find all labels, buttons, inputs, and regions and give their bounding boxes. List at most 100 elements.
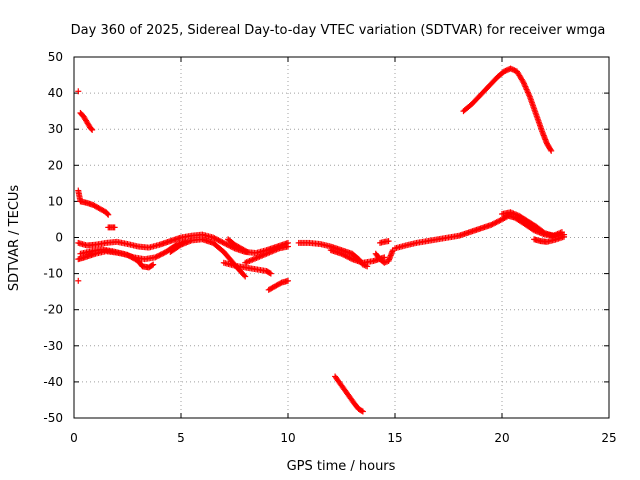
data-point <box>342 252 349 259</box>
series-arc-4 <box>75 277 82 284</box>
series-arc-3 <box>75 187 112 218</box>
series-arc-15 <box>327 247 388 266</box>
y-tick-label: -30 <box>43 339 63 353</box>
data-point <box>216 237 223 244</box>
plot-frame <box>73 56 610 419</box>
data-point <box>489 221 496 228</box>
x-tick-label: 15 <box>387 431 402 445</box>
data-point <box>385 238 392 245</box>
data-point <box>149 262 156 269</box>
data-point <box>494 218 501 225</box>
y-axis-label: SDTVAR / TECUs <box>7 185 22 292</box>
x-tick-label: 10 <box>280 431 295 445</box>
series-arc-21 <box>531 233 568 245</box>
series-arc-2 <box>77 109 96 133</box>
data-point <box>219 239 226 246</box>
data-point <box>223 241 230 248</box>
series-arc-13 <box>242 243 291 266</box>
data-point <box>75 277 82 284</box>
series-arc-9 <box>167 236 249 280</box>
y-tick-label: 50 <box>48 50 63 64</box>
x-tick-label: 20 <box>494 431 509 445</box>
series-arc-5 <box>75 231 291 257</box>
data-point <box>267 270 274 277</box>
data-point <box>338 250 345 257</box>
data-point <box>381 254 388 261</box>
data-point <box>496 217 503 224</box>
data-point <box>548 147 555 154</box>
tick-labels: 0 5 10 15 20 25 -50 -40 -30 -20 -10 0 10 20 30 40 50 <box>43 50 616 445</box>
data-point <box>212 235 219 242</box>
data-point <box>157 251 164 258</box>
data-point <box>497 217 504 224</box>
data-point <box>160 250 167 257</box>
data-point <box>243 248 250 255</box>
series-arc-18 <box>377 238 392 246</box>
data-point <box>215 237 222 244</box>
grid-lines <box>73 56 610 419</box>
data-point <box>488 221 495 228</box>
data-point <box>218 238 225 245</box>
data-point <box>214 236 221 243</box>
y-tick-label: -20 <box>43 303 63 317</box>
data-point <box>156 252 163 259</box>
data-point <box>359 408 366 415</box>
data-point <box>358 407 365 414</box>
y-tick-label: 0 <box>55 231 63 245</box>
data-point <box>150 261 157 268</box>
data-points <box>75 65 568 415</box>
data-point <box>490 220 497 227</box>
data-point <box>347 255 354 262</box>
y-tick-label: 10 <box>48 194 63 208</box>
y-tick-label: 30 <box>48 122 63 136</box>
series-arc-16 <box>332 373 366 415</box>
data-point <box>540 229 547 236</box>
series-arc-12 <box>225 236 251 255</box>
series-arc-20 <box>499 209 565 239</box>
chart-title: Day 360 of 2025, Sidereal Day-to-day VTE… <box>71 23 606 38</box>
series-arc-10 <box>220 259 274 277</box>
y-tick-label: -40 <box>43 375 63 389</box>
data-point <box>226 242 233 249</box>
data-point <box>88 126 95 133</box>
data-point <box>152 254 159 261</box>
data-point <box>285 243 291 250</box>
data-point <box>222 240 229 247</box>
data-point <box>558 229 565 236</box>
data-point <box>154 253 161 260</box>
data-point <box>244 248 251 255</box>
y-tick-label: 40 <box>48 86 63 100</box>
data-point <box>104 210 111 217</box>
data-point <box>493 219 500 226</box>
y-tick-label: 20 <box>48 158 63 172</box>
series-arc-14 <box>295 239 371 270</box>
data-point <box>75 88 82 95</box>
series-arc-11 <box>265 277 291 293</box>
data-point <box>210 234 217 241</box>
data-point <box>241 272 248 279</box>
series-arc-8 <box>105 224 118 231</box>
data-point <box>220 239 227 246</box>
data-point <box>345 254 352 261</box>
x-axis-label: GPS time / hours <box>287 459 396 474</box>
data-point <box>346 254 353 261</box>
data-point <box>105 211 112 218</box>
data-point <box>492 219 499 226</box>
series-arc-22 <box>460 65 555 154</box>
data-point <box>266 269 273 276</box>
data-point <box>159 250 166 257</box>
data-point <box>341 252 348 259</box>
data-point <box>153 253 160 260</box>
x-tick-label: 5 <box>177 431 185 445</box>
data-point <box>111 224 118 231</box>
data-point <box>343 253 350 260</box>
data-point <box>211 235 218 242</box>
y-tick-label: -50 <box>43 411 63 425</box>
series-arc-17 <box>372 247 396 266</box>
series-arc-1 <box>75 88 82 95</box>
data-point <box>339 251 346 258</box>
data-point <box>89 126 96 133</box>
data-point <box>285 277 291 284</box>
data-point <box>242 273 249 280</box>
